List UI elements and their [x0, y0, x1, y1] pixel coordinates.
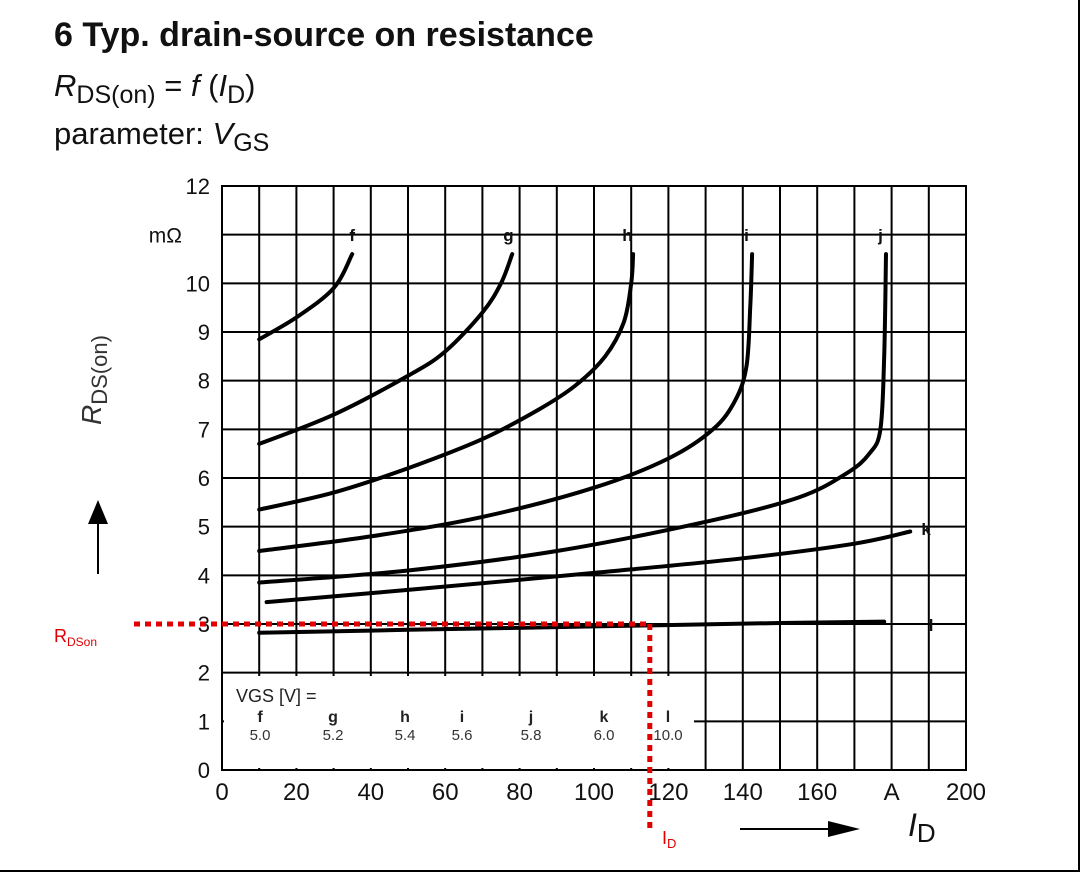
legend-key-h: h — [400, 709, 410, 726]
y-tick-label: 10 — [186, 271, 210, 296]
legend-key-l: l — [666, 709, 670, 726]
legend-box — [224, 676, 694, 768]
x-tick-label: 20 — [283, 779, 310, 806]
legend-value-g: 5.2 — [323, 727, 344, 744]
parameter-v: V — [212, 116, 234, 151]
formula-r: R — [54, 68, 77, 103]
legend-value-l: 10.0 — [653, 727, 682, 744]
legend-value-h: 5.4 — [395, 727, 416, 744]
formula-f: f — [190, 68, 200, 103]
y-tick-label: 0 — [198, 758, 210, 783]
x-tick-label: 100 — [574, 779, 614, 806]
series-label-f: f — [349, 226, 355, 245]
legend-value-k: 6.0 — [594, 727, 615, 744]
annotation-rdson-label: RDSon — [54, 626, 97, 649]
legend-value-j: 5.8 — [521, 727, 542, 744]
y-tick-label: 2 — [198, 661, 210, 686]
x-tick-label: 140 — [723, 779, 763, 806]
formula-close: ) — [245, 68, 256, 103]
x-tick-label: 40 — [357, 779, 384, 806]
formula-i: I — [218, 68, 228, 103]
formula-r-sub: DS(on) — [76, 81, 156, 109]
parameter-label: parameter: — [54, 116, 213, 151]
x-axis-arrow-head — [828, 821, 860, 837]
y-tick-label: 6 — [198, 466, 210, 491]
legend-key-f: f — [257, 709, 263, 726]
x-tick-label: A — [884, 779, 900, 806]
x-tick-label: 80 — [506, 779, 533, 806]
x-axis-label: ID — [908, 807, 936, 848]
legend-key-k: k — [600, 709, 609, 726]
series-label-k: k — [921, 520, 931, 539]
annotation-id-label: ID — [662, 828, 676, 851]
y-axis-arrow-head — [88, 500, 108, 524]
y-tick-label: 9 — [198, 320, 210, 345]
plot-border — [221, 185, 967, 771]
y-tick-label: 1 — [198, 709, 210, 734]
legend-value-i: 5.6 — [452, 727, 473, 744]
series-label-h: h — [622, 226, 632, 245]
legend-key-i: i — [460, 709, 464, 726]
page-title: 6 Typ. drain-source on resistance — [54, 16, 594, 54]
y-tick-label: 7 — [198, 417, 210, 442]
formula-i-sub: D — [227, 81, 246, 109]
series-label-g: g — [503, 226, 513, 245]
legend-key-g: g — [328, 709, 338, 726]
formula-eq: = — [155, 68, 191, 103]
y-axis-label: RDS(on) — [76, 335, 112, 425]
y-tick-label: 4 — [198, 563, 210, 588]
x-tick-label: 160 — [797, 779, 837, 806]
formula-line: RDS(on) = f (ID) — [54, 68, 256, 110]
legend-key-j: j — [528, 709, 533, 726]
series-line-g — [257, 252, 515, 446]
formula-open: ( — [199, 68, 219, 103]
y-tick-label: 12 — [186, 174, 210, 199]
y-tick-label: 5 — [198, 515, 210, 540]
series-line-k — [264, 529, 913, 605]
x-tick-label: 200 — [946, 779, 986, 806]
series-line-f — [257, 252, 355, 342]
parameter-line: parameter: VGS — [54, 116, 269, 158]
parameter-sub: GS — [233, 129, 270, 157]
legend-value-f: 5.0 — [250, 727, 271, 744]
y-unit-label: mΩ — [149, 225, 182, 248]
x-tick-label: 60 — [432, 779, 459, 806]
series-line-i — [257, 252, 755, 553]
series-line-j — [257, 252, 888, 585]
legend-title: VGS [V] = — [236, 686, 317, 706]
y-tick-label: 8 — [198, 369, 210, 394]
series-line-l — [257, 619, 887, 635]
series-label-i: i — [744, 226, 749, 245]
x-tick-label: 0 — [215, 779, 228, 806]
x-tick-label: 120 — [648, 779, 688, 806]
series-line-h — [257, 252, 636, 512]
series-label-j: j — [877, 226, 883, 245]
series-label-l: l — [929, 616, 934, 635]
